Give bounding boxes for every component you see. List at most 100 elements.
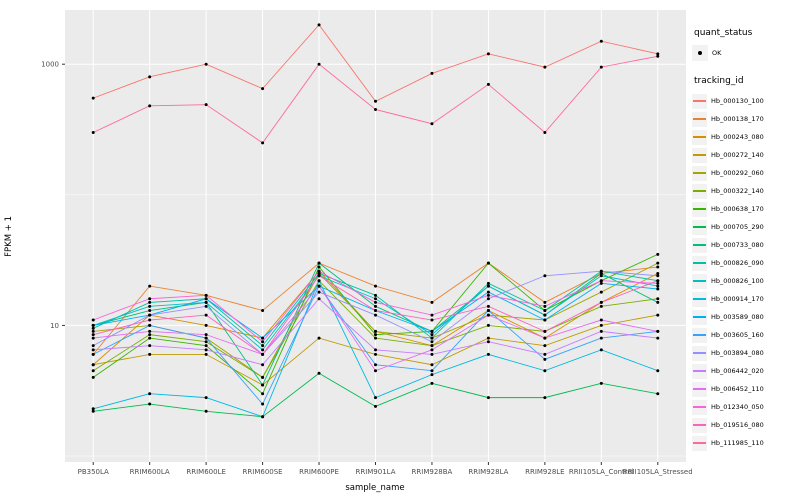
legend-key-line-icon	[692, 129, 707, 145]
data-point	[91, 363, 95, 367]
data-point	[261, 402, 265, 406]
data-point	[543, 130, 547, 134]
data-point	[374, 297, 377, 301]
data-point	[599, 348, 603, 352]
line-swatch-icon	[693, 334, 706, 336]
data-point	[486, 82, 490, 86]
line-swatch-icon	[693, 172, 706, 174]
data-point	[317, 271, 321, 275]
data-point	[374, 284, 377, 288]
x-tick-label: RRIM901LA	[355, 468, 395, 476]
legend-item-label: Hb_000243_080	[711, 133, 764, 141]
data-point	[91, 326, 95, 330]
legend-item-Hb_000243_080: Hb_000243_080	[692, 128, 800, 146]
data-point	[317, 265, 321, 269]
data-point	[261, 392, 265, 396]
data-point	[543, 313, 547, 317]
data-point	[599, 318, 603, 322]
data-point	[599, 65, 603, 69]
data-point	[430, 348, 434, 352]
data-point	[486, 261, 490, 265]
data-point	[261, 415, 265, 419]
data-point	[204, 323, 208, 327]
data-point	[656, 52, 660, 56]
data-point	[656, 265, 660, 269]
legend-key-point-icon	[692, 45, 708, 61]
data-point	[148, 284, 152, 288]
legend-item-ok: OK	[692, 44, 800, 62]
data-point	[656, 313, 660, 317]
line-swatch-icon	[693, 280, 706, 282]
data-point	[374, 369, 377, 373]
line-swatch-icon	[693, 208, 706, 210]
data-point	[148, 402, 152, 406]
data-point	[261, 336, 265, 340]
data-point	[317, 62, 321, 66]
data-point	[261, 87, 265, 91]
data-point	[204, 340, 208, 344]
data-point	[430, 363, 434, 367]
legend-item-Hb_000130_100: Hb_000130_100	[692, 92, 800, 110]
data-point	[204, 304, 208, 308]
data-point	[374, 363, 377, 367]
legend-section-tracking-id: tracking_id Hb_000130_100 Hb_000138_170 Hb…	[692, 76, 800, 452]
legend-key-line-icon	[692, 93, 707, 109]
data-point	[656, 252, 660, 256]
data-point	[656, 336, 660, 340]
legend-item-label: Hb_000826_100	[711, 277, 764, 285]
line-swatch-icon	[693, 118, 706, 120]
data-point	[486, 297, 490, 301]
data-point	[261, 344, 265, 348]
legend-key-line-icon	[692, 201, 707, 217]
legend-item-Hb_000826_100: Hb_000826_100	[692, 272, 800, 290]
data-point	[656, 274, 660, 278]
data-point	[204, 348, 208, 352]
legend-item-label: Hb_000138_170	[711, 115, 764, 123]
x-tick-label: RRII105LA_Stressed	[623, 468, 692, 476]
legend-item-label: OK	[712, 49, 722, 57]
data-point	[543, 309, 547, 313]
data-point	[486, 309, 490, 313]
legend-title-tracking-id: tracking_id	[694, 76, 744, 86]
data-point	[148, 336, 152, 340]
line-swatch-icon	[693, 226, 706, 228]
data-point	[486, 323, 490, 327]
data-point	[317, 274, 321, 278]
x-tick-label: RRIM928LA	[468, 468, 508, 476]
data-point	[543, 369, 547, 373]
legend-key-line-icon	[692, 111, 707, 127]
data-point	[486, 52, 490, 56]
data-point	[204, 297, 208, 301]
data-point	[430, 329, 434, 333]
data-point	[599, 279, 603, 283]
data-point	[599, 290, 603, 294]
data-point	[91, 336, 95, 340]
data-point	[374, 107, 377, 111]
data-point	[543, 396, 547, 400]
data-point	[148, 313, 152, 317]
y-tick-label: 1000	[41, 61, 59, 69]
data-point	[261, 348, 265, 352]
data-point	[430, 344, 434, 348]
line-swatch-icon	[693, 370, 706, 372]
legend-item-Hb_000826_090: Hb_000826_090	[692, 254, 800, 272]
y-tick-label: 10	[50, 322, 59, 330]
data-point	[430, 381, 434, 385]
data-point	[91, 369, 95, 373]
data-point	[599, 381, 603, 385]
legend: quant_status OK tracking_id Hb_000130_10…	[692, 0, 800, 500]
data-point	[543, 300, 547, 304]
data-point	[204, 409, 208, 413]
data-point	[204, 344, 208, 348]
data-point	[430, 336, 434, 340]
data-point	[430, 71, 434, 75]
x-tick-label: RRIM928LE	[525, 468, 565, 476]
legend-key-line-icon	[692, 381, 707, 397]
line-swatch-icon	[693, 298, 706, 300]
data-point	[204, 62, 208, 66]
x-axis-title: sample_name	[345, 483, 404, 493]
line-chart: 10 1000 PB350LA RRIM600LA RRIM600LE RRIM600SE…	[41, 10, 692, 493]
data-point	[374, 396, 377, 400]
line-swatch-icon	[693, 388, 706, 390]
data-point	[543, 304, 547, 308]
